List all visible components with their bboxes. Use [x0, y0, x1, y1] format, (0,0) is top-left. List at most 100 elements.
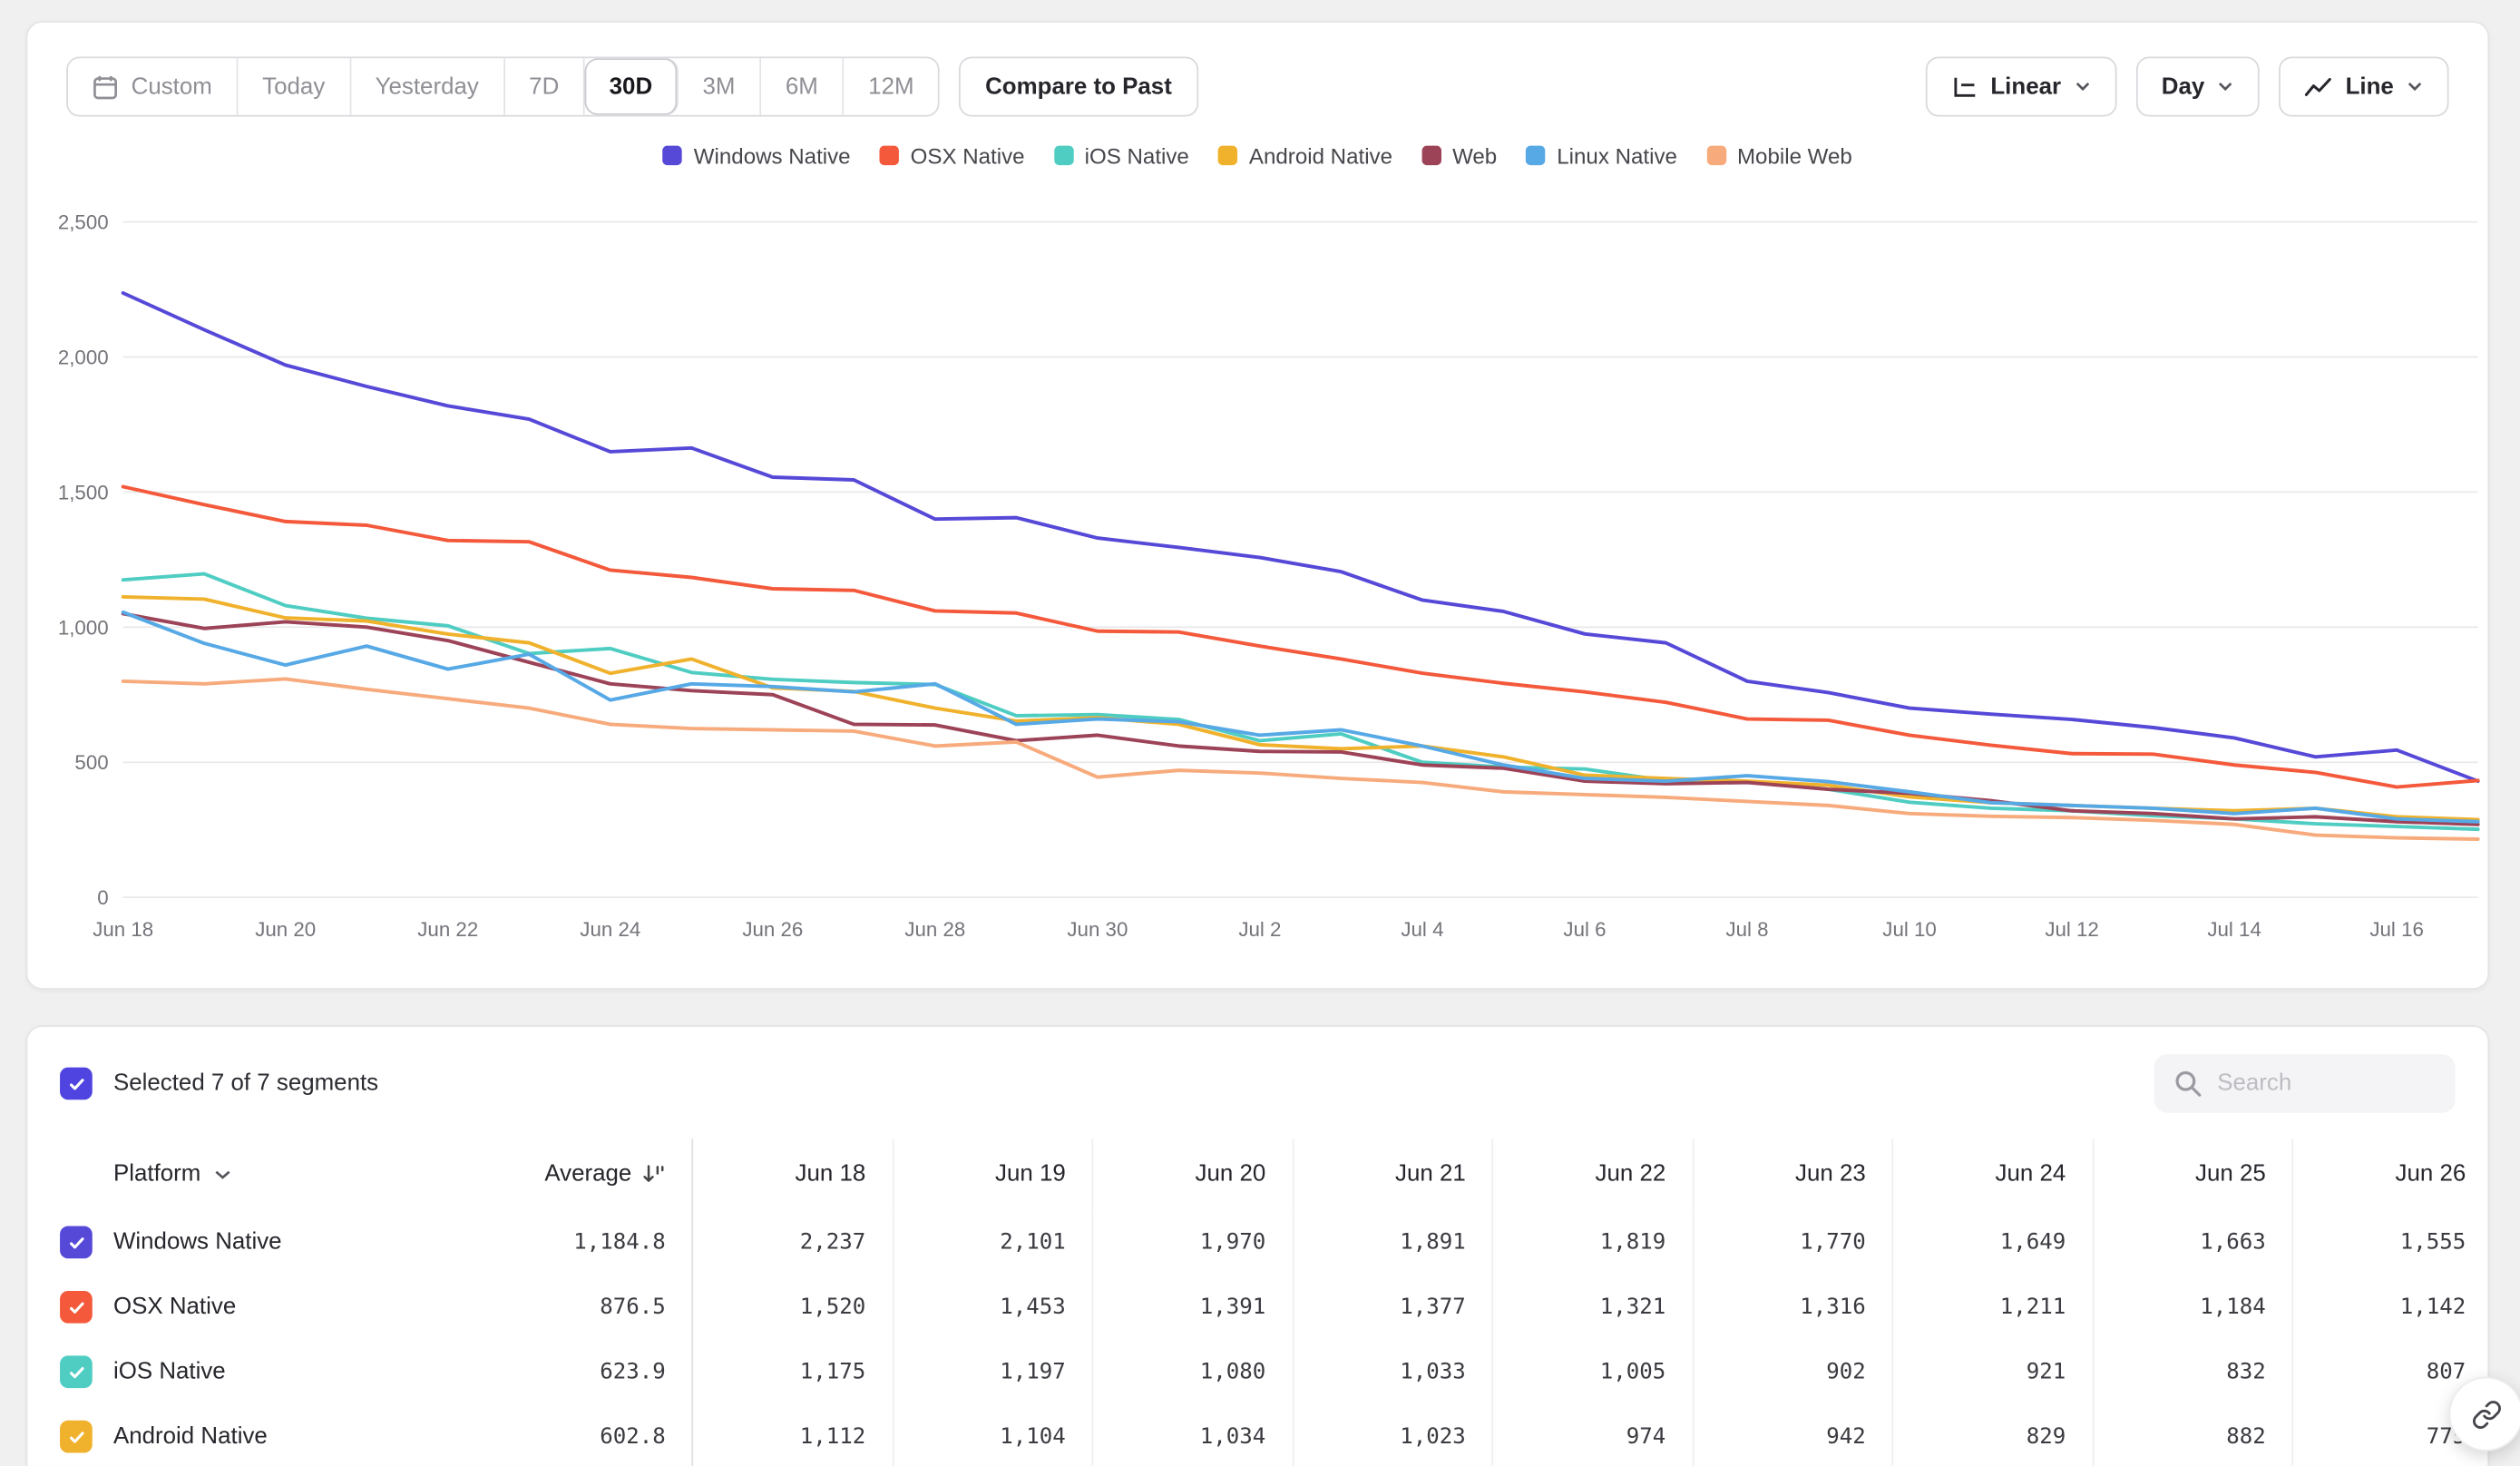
legend-item-web[interactable]: Web — [1421, 143, 1497, 168]
legend-label: Windows Native — [693, 143, 851, 168]
y-axis-tick-label: 2,000 — [58, 347, 109, 369]
chart-type-dropdown[interactable]: Line — [2279, 56, 2449, 117]
legend-swatch — [1217, 145, 1238, 166]
date-range-30d[interactable]: 30D — [584, 58, 679, 115]
value-cell: 1,104 — [891, 1403, 1091, 1466]
search-input[interactable] — [2217, 1070, 2437, 1097]
column-header-jun-18[interactable]: Jun 18 — [691, 1139, 891, 1210]
value-cell: 1,321 — [1491, 1275, 1691, 1340]
compare-to-past-button[interactable]: Compare to Past — [959, 56, 1198, 117]
legend-item-linux-native[interactable]: Linux Native — [1526, 143, 1677, 168]
series-line-mobile-web[interactable] — [121, 677, 2480, 841]
date-range-custom[interactable]: Custom — [67, 58, 239, 115]
row-checkbox[interactable] — [60, 1290, 93, 1324]
date-range-3m[interactable]: 3M — [678, 58, 762, 115]
column-header-average[interactable]: Average — [513, 1139, 691, 1210]
line-chart-canvas[interactable]: 0 500 1,000 1,500 2,000 2,500 Jun 18 Jun 20 Jun … — [27, 175, 2487, 949]
legend-swatch — [1053, 145, 1074, 166]
chart-card: Custom Today Yesterday 7D 30D 3M 6M 12M Compare… — [25, 21, 2490, 990]
date-header-label: Jun 18 — [795, 1161, 866, 1187]
legend-label: iOS Native — [1084, 143, 1189, 168]
series-line-android-native[interactable] — [121, 594, 2480, 822]
platform-header-label: Platform — [112, 1161, 201, 1187]
date-header-label: Jun 24 — [1995, 1161, 2066, 1187]
date-range-yesterday[interactable]: Yesterday — [350, 58, 505, 115]
column-header-jun-23[interactable]: Jun 23 — [1691, 1139, 1891, 1210]
chevron-down-icon — [2218, 81, 2234, 92]
date-range-today[interactable]: Today — [238, 58, 351, 115]
column-header-jun-21[interactable]: Jun 21 — [1291, 1139, 1491, 1210]
table-row-ios-native[interactable]: iOS Native 623.9 1,175 1,197 1,080 1,033 1,005… — [60, 1339, 2487, 1404]
x-axis-tick-label: Jul 4 — [1401, 918, 1443, 941]
date-range-label: 7D — [529, 73, 560, 100]
legend-swatch — [879, 145, 900, 166]
scale-dropdown[interactable]: Linear — [1925, 56, 2116, 117]
value-cell: 1,770 — [1691, 1209, 1891, 1275]
date-range-label: 30D — [609, 73, 653, 100]
value-cell: 1,819 — [1491, 1209, 1691, 1275]
date-range-label: Yesterday — [375, 73, 479, 100]
value-cell: 882 — [2091, 1403, 2291, 1466]
legend-swatch — [1526, 145, 1546, 166]
series-line-windows-native[interactable] — [121, 291, 2480, 784]
table-row-windows-native[interactable]: Windows Native 1,184.8 2,237 2,101 1,970 1,89… — [60, 1209, 2487, 1275]
column-header-jun-25[interactable]: Jun 25 — [2091, 1139, 2291, 1210]
date-range-6m[interactable]: 6M — [761, 58, 845, 115]
legend-label: OSX Native — [910, 143, 1025, 168]
legend-item-android-native[interactable]: Android Native — [1217, 143, 1392, 168]
x-axis-tick-label: Jun 22 — [417, 918, 478, 941]
date-range-label: 3M — [702, 73, 736, 100]
link-icon — [2471, 1399, 2502, 1430]
value-cell: 1,175 — [691, 1339, 891, 1404]
legend-item-windows-native[interactable]: Windows Native — [662, 143, 851, 168]
search-box[interactable] — [2154, 1054, 2456, 1113]
legend-item-ios-native[interactable]: iOS Native — [1053, 143, 1189, 168]
value-cell: 974 — [1491, 1403, 1691, 1466]
date-header-label: Jun 22 — [1595, 1161, 1666, 1187]
legend-item-osx-native[interactable]: OSX Native — [879, 143, 1025, 168]
column-header-jun-20[interactable]: Jun 20 — [1091, 1139, 1291, 1210]
x-axis-tick-label: Jul 2 — [1238, 918, 1281, 941]
date-header-label: Jun 20 — [1195, 1161, 1266, 1187]
table-row-android-native[interactable]: Android Native 602.8 1,112 1,104 1,034 1,023 9… — [60, 1403, 2487, 1466]
value-cell: 829 — [1891, 1403, 2091, 1466]
value-cell: 2,101 — [891, 1209, 1091, 1275]
value-cell: 1,033 — [1291, 1339, 1491, 1404]
linear-axis-icon — [1952, 75, 1978, 98]
row-checkbox[interactable] — [60, 1420, 93, 1453]
row-checkbox[interactable] — [60, 1226, 93, 1259]
series-line-web[interactable] — [121, 611, 2480, 826]
interval-dropdown[interactable]: Day — [2135, 56, 2260, 117]
table-body: Windows Native 1,184.8 2,237 2,101 1,970 1,89… — [27, 1209, 2487, 1466]
average-header-label: Average — [544, 1161, 632, 1187]
chart-type-label: Line — [2345, 73, 2394, 100]
platform-cell: Windows Native — [60, 1210, 513, 1275]
legend-item-mobile-web[interactable]: Mobile Web — [1706, 143, 1852, 168]
chart-legend: Windows Native OSX Native iOS Native Androi… — [27, 142, 2487, 169]
x-axis-tick-label: Jul 14 — [2207, 918, 2261, 941]
date-header-label: Jun 23 — [1795, 1161, 1866, 1187]
share-link-fab[interactable] — [2448, 1376, 2520, 1451]
value-cell: 1,005 — [1491, 1339, 1691, 1404]
value-cell: 1,555 — [2291, 1209, 2487, 1275]
date-range-7d[interactable]: 7D — [504, 58, 585, 115]
series-line-linux-native[interactable] — [121, 610, 2480, 824]
column-header-platform[interactable]: Platform — [60, 1139, 513, 1210]
value-cell: 1,453 — [891, 1275, 1091, 1340]
date-header-label: Jun 21 — [1395, 1161, 1466, 1187]
column-header-jun-24[interactable]: Jun 24 — [1891, 1139, 2091, 1210]
chart-toolbar: Custom Today Yesterday 7D 30D 3M 6M 12M Compare… — [27, 23, 2487, 117]
table-toolbar: Selected 7 of 7 segments — [27, 1027, 2487, 1139]
date-range-12m[interactable]: 12M — [844, 58, 939, 115]
y-axis-tick-label: 2,500 — [58, 211, 109, 234]
table-row-osx-native[interactable]: OSX Native 876.5 1,520 1,453 1,391 1,377 1,321… — [60, 1275, 2487, 1340]
row-checkbox[interactable] — [60, 1355, 93, 1389]
column-header-jun-26[interactable]: Jun 26 — [2291, 1139, 2487, 1210]
search-icon — [2173, 1069, 2203, 1098]
scale-label: Linear — [1990, 73, 2062, 100]
series-line-osx-native[interactable] — [121, 484, 2480, 789]
select-all-checkbox[interactable] — [60, 1067, 93, 1100]
column-header-jun-19[interactable]: Jun 19 — [891, 1139, 1091, 1210]
calendar-icon — [93, 73, 119, 100]
column-header-jun-22[interactable]: Jun 22 — [1491, 1139, 1691, 1210]
